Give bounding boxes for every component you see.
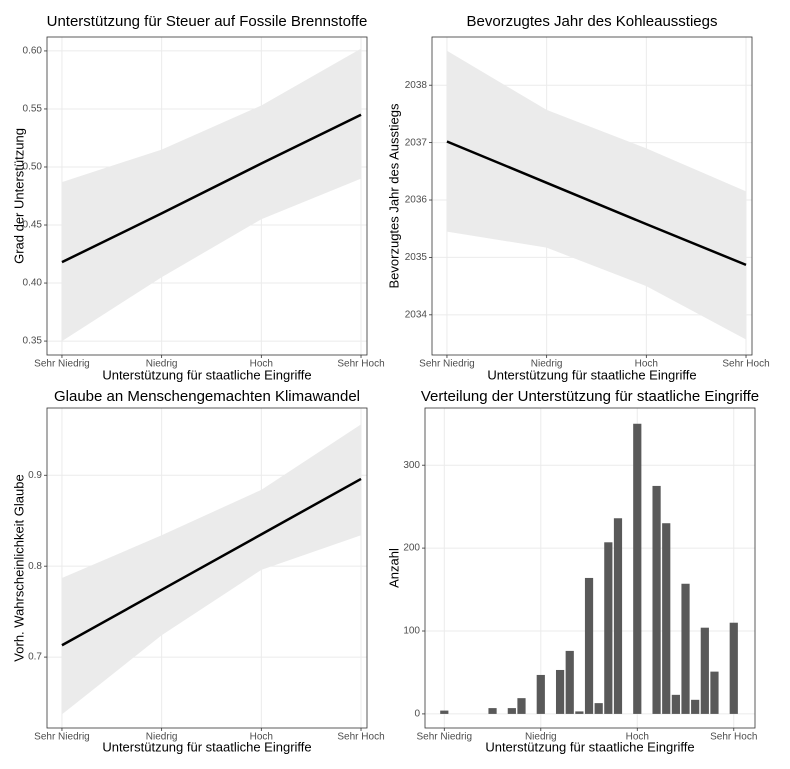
x-tick-label: Hoch: [626, 732, 649, 743]
chart-title: Bevorzugtes Jahr des Kohleausstiegs: [467, 13, 718, 30]
bar: [555, 669, 565, 714]
bar: [652, 485, 661, 714]
panel: 2034 2035 2036 2037 2038 Sehr Niedrig Niedrig H…: [386, 13, 769, 382]
x-axis-title: Unterstützung für staatliche Eingriffe: [485, 739, 694, 754]
y-tick-label: 2034: [405, 309, 428, 320]
y-tick-label: 300: [403, 460, 420, 471]
x-tick-label: Sehr Hoch: [337, 732, 384, 743]
x-tick-label: Niedrig: [531, 359, 563, 370]
chart-title: Verteilung der Unterstützung für staatli…: [421, 388, 759, 405]
panel: 0.35 0.40 0.45 0.50 0.55 0.60 Sehr Niedrig Nied…: [11, 13, 384, 382]
x-tick-label: Sehr Hoch: [337, 359, 384, 370]
panel: 0 100 200 300 Sehr Niedrig Niedrig Hoch Sehr Ho…: [386, 388, 759, 754]
fit-line: [61, 477, 362, 647]
x-tick-label: Sehr Niedrig: [34, 732, 90, 743]
y-tick-label: 2035: [405, 252, 428, 263]
y-tick-label: 2036: [405, 195, 428, 206]
bar: [700, 627, 709, 714]
y-tick-label: 0: [414, 709, 420, 720]
bar: [681, 583, 690, 714]
bar: [488, 708, 497, 714]
y-axis-title: Bevorzugtes Jahr des Ausstiegs: [386, 103, 401, 288]
x-tick-label: Sehr Niedrig: [419, 359, 475, 370]
y-tick-label: 0.7: [28, 652, 42, 663]
fit-line: [61, 113, 362, 264]
plot-border: [46, 407, 368, 729]
y-tick-label: 2037: [405, 137, 428, 148]
x-tick-label: Hoch: [250, 359, 273, 370]
bar: [575, 711, 584, 714]
y-tick-label: 0.60: [23, 46, 43, 57]
x-tick-label: Hoch: [250, 732, 273, 743]
confidence-band: [61, 48, 362, 342]
bar: [633, 423, 642, 714]
x-tick-label: Sehr Niedrig: [34, 359, 90, 370]
y-tick-label: 0.55: [23, 104, 43, 115]
chart-title: Unterstützung für Steuer auf Fossile Bre…: [47, 13, 368, 30]
plot-border: [424, 407, 756, 729]
y-tick-label: 100: [403, 626, 420, 637]
y-tick-label: 2038: [405, 80, 428, 91]
bar: [584, 577, 594, 714]
confidence-band: [446, 50, 747, 340]
x-axis-title: Unterstützung für staatliche Eingriffe: [102, 739, 311, 754]
bar: [662, 523, 671, 714]
bar: [507, 708, 516, 714]
x-axis-title: Unterstützung für staatliche Eingriffe: [102, 367, 311, 382]
y-axis-title: Vorh. Wahrscheinlichkeit Glaube: [11, 474, 26, 661]
bar: [691, 699, 700, 714]
y-tick-label: 0.35: [23, 336, 43, 347]
x-tick-label: Sehr Niedrig: [417, 732, 473, 743]
bar: [613, 518, 623, 714]
y-tick-label: 0.50: [23, 162, 43, 173]
y-tick-label: 0.40: [23, 278, 43, 289]
bar: [729, 622, 738, 714]
x-tick-label: Hoch: [635, 359, 658, 370]
bar: [594, 703, 603, 714]
y-tick-label: 200: [403, 543, 420, 554]
fit-line: [446, 140, 747, 267]
x-tick-label: Niedrig: [146, 732, 178, 743]
bar: [671, 694, 680, 714]
x-tick-label: Sehr Hoch: [710, 732, 757, 743]
y-tick-label: 0.45: [23, 220, 43, 231]
bar: [536, 674, 545, 714]
x-tick-label: Niedrig: [525, 732, 557, 743]
bar: [604, 542, 613, 714]
plot-border: [431, 36, 753, 356]
y-tick-label: 0.8: [28, 561, 42, 572]
chart-title: Glaube an Menschengemachten Klimawandel: [54, 388, 360, 405]
bar: [710, 671, 719, 714]
x-axis-title: Unterstützung für staatliche Eingriffe: [487, 367, 696, 382]
panel: 0.7 0.8 0.9 Sehr Niedrig Niedrig Hoch Sehr Hoc…: [11, 388, 384, 754]
x-tick-label: Sehr Hoch: [722, 359, 769, 370]
x-tick-label: Niedrig: [146, 359, 178, 370]
y-axis-title: Grad der Unterstützung: [11, 128, 26, 264]
y-tick-label: 0.9: [28, 470, 42, 481]
bar: [440, 710, 449, 714]
bar: [517, 698, 526, 714]
confidence-band: [61, 424, 362, 715]
bar: [565, 650, 574, 714]
plot-border: [46, 36, 368, 356]
y-axis-title: Anzahl: [386, 548, 401, 588]
